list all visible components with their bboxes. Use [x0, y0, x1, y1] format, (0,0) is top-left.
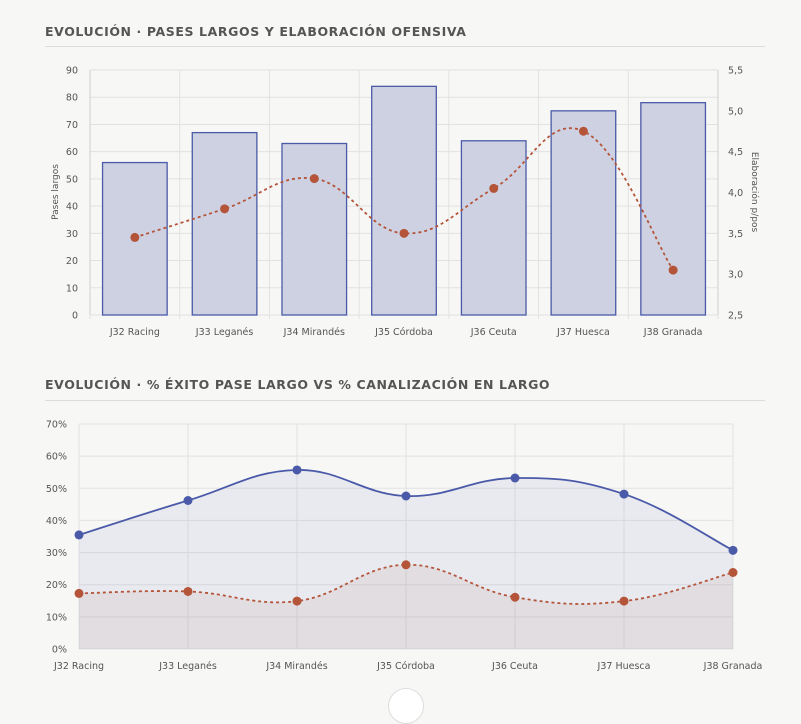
chart2-point [401, 491, 411, 501]
chart2-ytick: 30% [46, 548, 67, 559]
chart2-point [728, 568, 738, 577]
chart1-y2tick: 2,5 [728, 311, 743, 322]
chart2-area [79, 564, 733, 649]
chart1-point [668, 265, 678, 275]
chart1-bars [101, 85, 707, 316]
chart1-ytick: 80 [66, 93, 78, 104]
chart1-point [399, 228, 409, 238]
chart2-ytick: 60% [46, 452, 67, 463]
chart1-svg: 0 10 20 30 40 50 60 70 80 90 2,5 3,0 3,5 4,0 4,5 5,0 5,5… [51, 66, 760, 339]
chart1-title: EVOLUCIÓN · PASES LARGOS Y ELABORACIÓN O… [45, 24, 467, 39]
chart1-point [220, 204, 230, 214]
chart1-ytick: 20 [66, 256, 78, 267]
chart1-xtick: J34 Mirandés [283, 327, 345, 338]
chart2-point [183, 496, 193, 505]
chart2-ytick: 50% [46, 484, 67, 495]
chart1-point [130, 232, 140, 242]
chart1-series-line [134, 127, 674, 271]
chart1-xtick: J38 Granada [643, 327, 703, 338]
chart1-xtick: J33 Leganés [195, 327, 254, 338]
chart2-svg: 0% 10% 20% 30% 40% 50% 60% 70% J32 Racing J33 Leg… [46, 420, 762, 673]
chart1-ytick: 90 [66, 66, 78, 77]
chart1-divider [45, 46, 765, 47]
chart1-bar [281, 142, 348, 316]
chart1-ytick: 60 [66, 147, 78, 158]
chart2-ticks: 0% 10% 20% 30% 40% 50% 60% 70% J32 Racing J33 Leg… [46, 420, 762, 673]
chart2-divider [45, 400, 765, 401]
chart1-y2tick: 5,5 [728, 66, 743, 77]
chart2-ytick: 0% [52, 645, 67, 656]
chart1-xtick: J37 Huesca [556, 327, 610, 338]
chart2-point [619, 596, 629, 606]
chart1-y2tick: 3,5 [728, 229, 743, 240]
chart1-xtick: J35 Córdoba [374, 327, 433, 338]
chart2-xtick: J35 Córdoba [376, 661, 435, 672]
chart2-xtick: J34 Mirandés [265, 661, 327, 672]
chart1-line [130, 126, 678, 275]
chart2-point [401, 560, 411, 570]
chart1-ytick: 0 [72, 311, 78, 322]
chart1-ticks: 0 10 20 30 40 50 60 70 80 90 2,5 3,0 3,5 4,0 4,5 5,0 5,5… [66, 66, 743, 339]
chart1-y2label: Elaboración p/pos [749, 152, 760, 233]
chart2-point [510, 592, 520, 602]
chart1-ytick: 40 [66, 202, 78, 213]
chart1-xtick: J36 Ceuta [470, 327, 517, 338]
chart2-ytick: 70% [46, 420, 67, 431]
chart1-ylabel: Pases largos [51, 164, 61, 220]
chart1-bar [371, 85, 437, 316]
chart1-point [489, 183, 499, 193]
chart1-bar [191, 131, 258, 316]
chart2-point [74, 530, 84, 540]
chart1-y2tick: 4,0 [728, 188, 743, 199]
chart2-point [74, 588, 84, 598]
chart2-point [728, 545, 738, 555]
chart1-ytick: 10 [66, 283, 78, 294]
chart2-lines [74, 465, 738, 606]
chart2-xtick: J33 Leganés [158, 661, 217, 672]
chart1-ytick: 70 [66, 120, 78, 131]
chart2-ytick: 10% [46, 612, 67, 623]
chart1-ytick: 50 [66, 174, 78, 185]
chart2-point [510, 473, 520, 483]
chart1-y2tick: 3,0 [728, 270, 743, 281]
chart2-ytick: 20% [46, 580, 67, 591]
chart1-y2tick: 5,0 [728, 106, 743, 117]
chart1-ytick: 30 [66, 229, 78, 240]
chart2-xtick: J36 Ceuta [491, 661, 538, 672]
chart2-point [183, 586, 193, 596]
chart1-bar [460, 140, 527, 316]
chart2-point [292, 465, 302, 475]
chart1-bar [550, 110, 617, 316]
chart2-xtick: J32 Racing [53, 661, 104, 672]
chart2-point [619, 489, 629, 499]
chart2-title: EVOLUCIÓN · % ÉXITO PASE LARGO VS % CANA… [45, 377, 551, 392]
scroll-to-top-button[interactable] [388, 688, 424, 724]
chart1-xtick: J32 Racing [109, 327, 160, 338]
chart2-xtick: J37 Huesca [597, 661, 651, 672]
chart1-y2tick: 4,5 [728, 147, 743, 158]
chart1-point [309, 174, 319, 184]
chart1-point [578, 126, 588, 136]
chart2-xtick: J38 Granada [703, 661, 763, 672]
chart1-bar [640, 102, 707, 316]
chart2-ytick: 40% [46, 516, 67, 527]
chart2-point [292, 596, 302, 606]
